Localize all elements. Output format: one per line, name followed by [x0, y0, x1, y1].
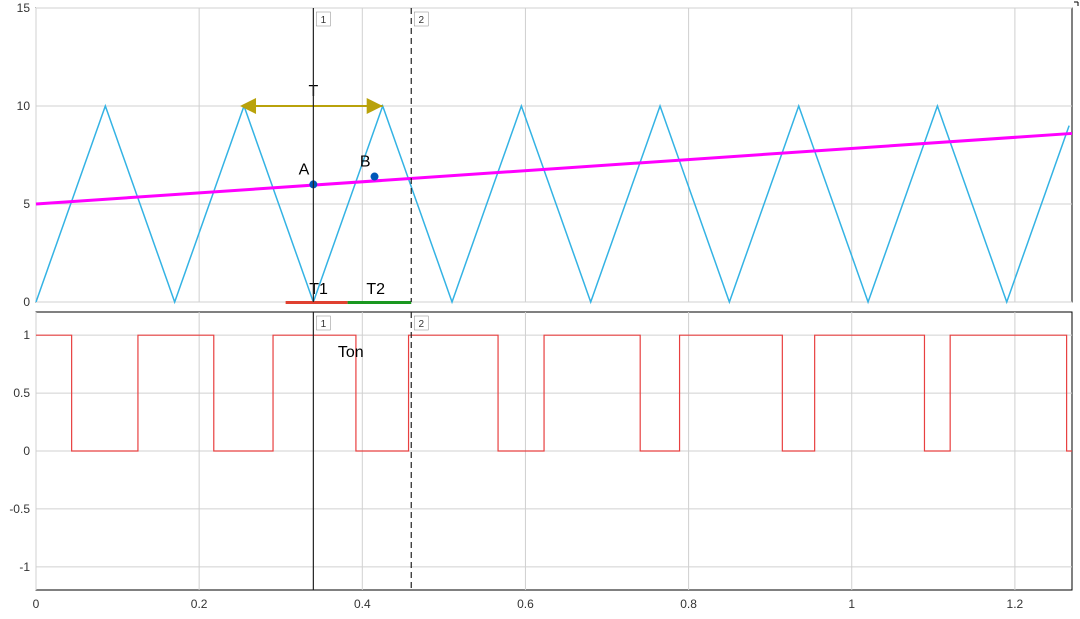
ytick-label-bottom: 0 — [23, 444, 30, 458]
xtick-label: 1.2 — [1007, 597, 1024, 611]
ytick-label-top: 10 — [17, 99, 31, 113]
cursor-label: 2 — [418, 15, 424, 26]
ytick-label-top: 0 — [23, 295, 30, 309]
segment-label-t1: T1 — [309, 281, 328, 298]
ytick-label-bottom: -0.5 — [9, 502, 30, 516]
top-panel — [36, 8, 1072, 302]
xtick-label: 0.6 — [517, 597, 534, 611]
ytick-label-bottom: -1 — [19, 560, 30, 574]
xtick-label: 1 — [848, 597, 855, 611]
xtick-label: 0.2 — [191, 597, 208, 611]
point-label-a: A — [299, 161, 310, 178]
segment-label-t2: T2 — [366, 281, 385, 298]
ytick-label-bottom: 1 — [23, 328, 30, 342]
cursor-label: 1 — [321, 15, 327, 26]
point-b — [371, 173, 379, 181]
ytick-label-bottom: 0.5 — [13, 386, 30, 400]
point-label-b: B — [360, 154, 371, 171]
xtick-label: 0.8 — [680, 597, 697, 611]
ytick-label-top: 5 — [23, 197, 30, 211]
ton-label: Ton — [338, 344, 364, 361]
cursor-label: 1 — [321, 319, 327, 330]
ytick-label-top: 15 — [17, 1, 31, 15]
xtick-label: 0.4 — [354, 597, 371, 611]
cursor-label: 2 — [418, 319, 424, 330]
xtick-label: 0 — [33, 597, 40, 611]
figure: 知乎 @嵌入式er051015TABT1T212-1-0.500.5100.20… — [0, 0, 1080, 619]
